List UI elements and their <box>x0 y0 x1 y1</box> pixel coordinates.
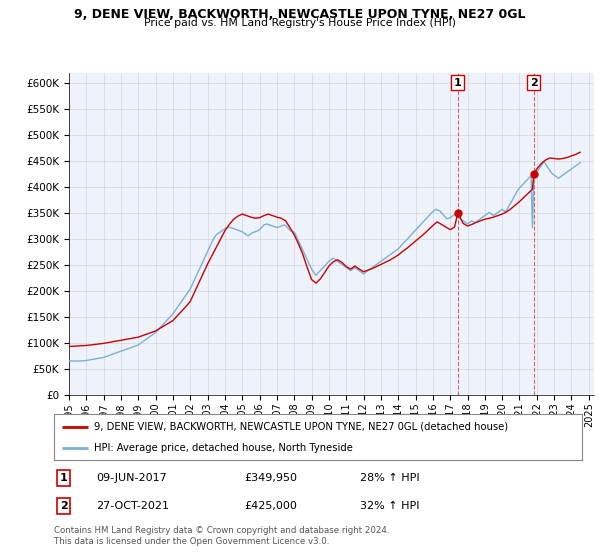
Text: 1: 1 <box>454 78 461 87</box>
Text: 27-OCT-2021: 27-OCT-2021 <box>96 501 169 511</box>
Text: 2: 2 <box>59 501 67 511</box>
Text: 2: 2 <box>530 78 538 87</box>
Text: 9, DENE VIEW, BACKWORTH, NEWCASTLE UPON TYNE, NE27 0GL (detached house): 9, DENE VIEW, BACKWORTH, NEWCASTLE UPON … <box>94 422 508 432</box>
Text: 1: 1 <box>59 473 67 483</box>
Text: HPI: Average price, detached house, North Tyneside: HPI: Average price, detached house, Nort… <box>94 443 352 453</box>
Text: 28% ↑ HPI: 28% ↑ HPI <box>360 473 420 483</box>
Text: Contains HM Land Registry data © Crown copyright and database right 2024.
This d: Contains HM Land Registry data © Crown c… <box>54 526 389 546</box>
Text: 9, DENE VIEW, BACKWORTH, NEWCASTLE UPON TYNE, NE27 0GL: 9, DENE VIEW, BACKWORTH, NEWCASTLE UPON … <box>74 8 526 21</box>
Text: £349,950: £349,950 <box>244 473 297 483</box>
Text: 32% ↑ HPI: 32% ↑ HPI <box>360 501 420 511</box>
Text: 09-JUN-2017: 09-JUN-2017 <box>96 473 167 483</box>
Text: Price paid vs. HM Land Registry's House Price Index (HPI): Price paid vs. HM Land Registry's House … <box>144 18 456 29</box>
Text: £425,000: £425,000 <box>244 501 297 511</box>
